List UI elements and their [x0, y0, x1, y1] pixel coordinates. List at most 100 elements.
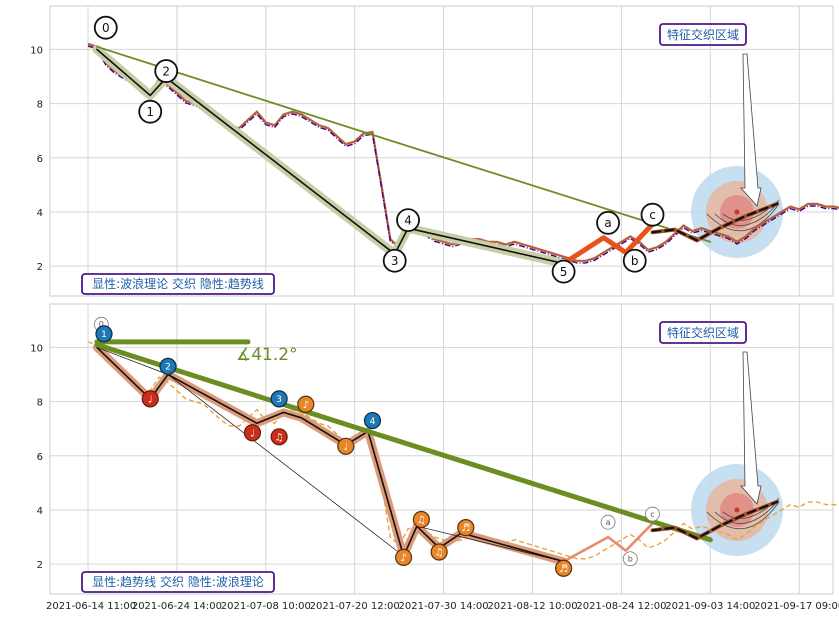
y-tick-label: 8 — [37, 100, 43, 111]
wave-label-text: ♩ — [250, 428, 255, 439]
wave-label-text: 0 — [99, 320, 104, 329]
wave-label-marker — [95, 325, 113, 343]
trendline — [94, 342, 713, 543]
x-tick-label: 2021-06-24 14:00 — [132, 601, 222, 612]
wave-label-text: 2 — [165, 363, 171, 373]
trendline — [96, 45, 712, 243]
y-tick-label: 10 — [30, 343, 43, 354]
zone-label-box — [659, 23, 747, 46]
x-tick-label: 2021-07-08 10:00 — [221, 601, 311, 612]
zone-arc — [714, 201, 780, 226]
wave-label-marker — [551, 259, 576, 284]
wave-label-marker — [93, 15, 118, 40]
zone-label-box — [659, 321, 747, 344]
wave-label-marker — [363, 411, 382, 430]
wave-label-marker — [457, 518, 475, 537]
y-tick-label: 6 — [37, 452, 43, 463]
wave-label-text: b — [631, 254, 639, 268]
wave-label-text: ♬ — [559, 564, 568, 575]
bottom-panel: 2 4 6 8 10 01 2 3 4 ♩ ♩ ♫ ♪ ♩ ♪ ♫ ♫ ♬ ♬ a b c ∡41.2° 特征交织区域显性:趋… — [30, 303, 839, 595]
wave-label-text: ♩ — [343, 442, 348, 453]
wave-label-marker — [159, 357, 177, 375]
wave-label-text: 4 — [404, 213, 412, 227]
wave-label-text: 3 — [391, 254, 399, 268]
y-tick-label: 8 — [37, 398, 43, 409]
wave-label-marker — [141, 390, 159, 408]
wave-label-marker — [412, 510, 430, 529]
wave-label-text: a — [604, 216, 611, 230]
wave-label-marker — [396, 208, 420, 233]
price-line — [87, 341, 839, 560]
legend-text: 显性:波浪理论 交织 隐性:趋势线 — [92, 276, 264, 291]
y-tick-label: 6 — [37, 154, 43, 165]
zone-label: 特征交织区域 — [667, 325, 739, 340]
wave-label-marker — [154, 59, 179, 83]
wave-label-text: c — [649, 208, 656, 222]
zone-arc — [706, 501, 780, 530]
wave-label-text: ♪ — [400, 553, 406, 564]
zone-center-dot — [734, 209, 740, 215]
y-tick-label: 4 — [37, 208, 43, 219]
corrective-path — [562, 522, 654, 563]
wave-label-marker — [596, 210, 620, 235]
x-tick-label: 2021-07-20 12:00 — [310, 601, 400, 612]
wave-label-text: b — [628, 555, 633, 564]
wave-label-text: 0 — [102, 21, 110, 35]
x-tick-label: 2021-07-30 14:00 — [399, 601, 489, 612]
legend-box — [81, 273, 275, 295]
wave-label-text: 5 — [560, 265, 568, 279]
wave-label-marker — [394, 548, 413, 567]
wave-label-text: ♫ — [435, 548, 444, 559]
plot-area — [49, 5, 834, 297]
y-tick-label: 4 — [37, 506, 43, 517]
zone-arrow — [740, 53, 762, 207]
wave-label-text: 2 — [162, 64, 170, 78]
x-tick-label: 2021-09-03 14:00 — [665, 601, 755, 612]
projection-overlay — [651, 500, 779, 540]
wave-label-marker — [622, 248, 647, 273]
x-tick-label: 2021-06-14 11:00 — [46, 601, 136, 612]
wave-label-text: c — [650, 510, 654, 519]
y-tick-label: 2 — [37, 262, 43, 273]
wave-label-text: 1 — [101, 330, 107, 340]
zone-arrow — [740, 351, 762, 505]
legend-text: 显性:趋势线 交织 隐性:波浪理论 — [92, 574, 264, 589]
wave-label-marker — [337, 437, 355, 455]
wave-label-text: 1 — [146, 105, 154, 119]
corrective-path — [561, 221, 655, 266]
angle-label: ∡41.2° — [236, 345, 298, 365]
zone-arc — [714, 499, 780, 524]
wave-label-marker — [555, 559, 573, 577]
wave-label-text: ♫ — [275, 432, 284, 443]
wave-label-text: ♩ — [148, 394, 153, 405]
wave-label-text: ♪ — [303, 400, 309, 411]
wave-label-marker — [138, 99, 163, 124]
zone-center-dot — [734, 507, 740, 513]
wave-label-text: ♬ — [461, 523, 470, 534]
wave-label-text: ♫ — [417, 515, 426, 526]
wave-label-marker — [297, 395, 315, 413]
wave-label-marker — [270, 390, 288, 408]
projection-overlay — [651, 202, 779, 242]
wave-label-text: 4 — [370, 417, 376, 427]
wave-label-marker — [645, 506, 660, 522]
wave-label-marker — [600, 514, 616, 530]
wave-label-marker — [382, 248, 407, 273]
wave-label-text: 3 — [276, 395, 282, 405]
wave-label-marker — [622, 551, 638, 567]
wave-label-marker — [243, 424, 262, 442]
x-tick-label: 2021-08-12 10:00 — [487, 601, 577, 612]
legend-box — [81, 571, 275, 593]
y-tick-label: 10 — [30, 45, 43, 56]
wave-label-text: a — [606, 518, 611, 527]
wave-label-marker — [640, 202, 665, 227]
x-tick-label: 2021-09-17 09:00 — [754, 601, 839, 612]
y-tick-label: 2 — [37, 560, 43, 571]
wave-path-overlay — [96, 48, 565, 265]
zone-arc — [706, 203, 780, 232]
wave-label-marker — [270, 428, 288, 446]
wave-label-marker — [430, 543, 448, 561]
